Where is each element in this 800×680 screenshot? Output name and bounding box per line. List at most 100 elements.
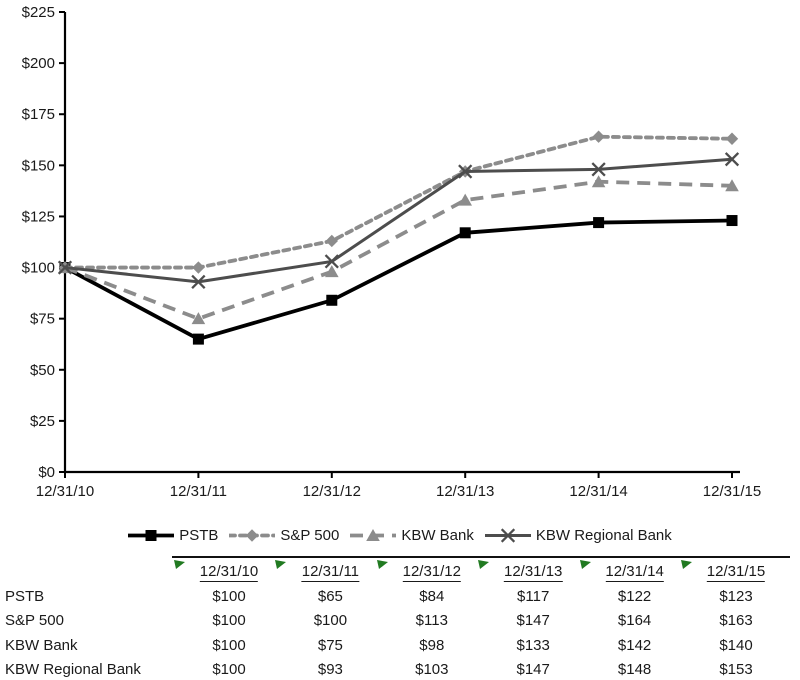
chart-legend: PSTB S&P 500 KBW Bank KBW Regional Bank [0, 524, 800, 546]
legend-swatch-kbw-regional-bank [484, 527, 531, 543]
table-cell: $123 [719, 588, 753, 605]
table-cell: $147 [516, 612, 550, 630]
cell-flag-icon [275, 560, 287, 569]
table-cell: $153 [719, 661, 753, 679]
legend-item-s-p-500: S&P 500 [229, 527, 339, 544]
table-row-label-kbw-regional-bank: KBW Regional Bank [5, 661, 141, 679]
legend-item-kbw-regional-bank: KBW Regional Bank [484, 526, 672, 544]
legend-label: PSTB [179, 526, 219, 544]
table-cell: $117 [517, 588, 550, 605]
table-column-header: 12/31/11 [301, 563, 360, 582]
table-cell: $140 [719, 636, 753, 654]
y-axis-tick-label: $100 [22, 260, 55, 277]
axis-lines [63, 12, 740, 474]
kbw-regional-bank-marker-x [458, 164, 473, 179]
table-cell: $100 [212, 588, 246, 605]
pstb-marker-square [593, 217, 605, 229]
series-line-kbw-regional-bank [64, 157, 733, 284]
table-cell: $100 [212, 612, 246, 630]
cell-flag-icon [579, 560, 591, 569]
x-axis-tick-label: 12/31/10 [36, 483, 94, 500]
series-line-pstb [64, 218, 733, 342]
pstb-marker-square [145, 529, 157, 541]
x-axis-tick-label: 12/31/15 [703, 483, 761, 500]
y-axis-tick-label: $75 [30, 311, 55, 328]
table-cell: $103 [415, 661, 449, 679]
legend-label: KBW Regional Bank [535, 526, 672, 544]
kbw-regional-bank-marker-x [500, 527, 515, 543]
pstb-marker-square [192, 333, 204, 345]
table-cell: $122 [617, 588, 652, 605]
kbw-bank-marker-triangle [725, 179, 739, 192]
table-column-header: 12/31/14 [605, 563, 664, 582]
y-axis-tick-label: $25 [30, 413, 55, 430]
table-cell: $93 [317, 661, 343, 679]
pstb-marker-square [726, 215, 738, 227]
pstb-marker-square [459, 227, 471, 239]
x-axis-tick-label: 12/31/12 [303, 483, 361, 500]
x-axis-tick-label: 12/31/11 [170, 483, 227, 500]
legend-swatch-s-p-500 [229, 528, 276, 542]
flag-triangle [275, 560, 287, 569]
s-p-500-marker-diamond [592, 130, 605, 143]
table-cell: $100 [313, 612, 348, 630]
cell-flag-icon [478, 560, 490, 569]
x-axis-tick-label: 12/31/14 [569, 483, 627, 500]
kbw-regional-bank-marker-x [57, 260, 73, 275]
kbw-regional-bank-marker-x [191, 274, 206, 289]
y-axis-tick-label: $0 [38, 464, 55, 481]
table-cell: $164 [617, 612, 652, 630]
table-cell: $100 [212, 636, 246, 654]
legend-item-pstb: PSTB [128, 527, 218, 544]
table-cell: $163 [719, 612, 753, 630]
y-axis-tick-label: $125 [22, 208, 55, 225]
performance-table: 12/31/10 12/31/11 12/31/12 12/31/13 12/31/14… [0, 550, 800, 680]
y-axis-tick-label: $50 [30, 362, 55, 379]
s-p-500-marker-diamond [192, 261, 205, 274]
kbw-bank-marker-triangle [366, 528, 381, 541]
table-cell: $148 [617, 661, 652, 679]
y-axis-tick-label: $175 [22, 106, 55, 123]
legend-label: KBW Bank [401, 526, 474, 544]
legend-swatch-kbw-bank [350, 528, 397, 541]
kbw-bank-marker-triangle [325, 265, 339, 278]
cell-flag-icon [174, 560, 185, 569]
table-cell: $65 [317, 588, 343, 605]
s-p-500-marker-diamond [725, 132, 739, 145]
table-row-label-kbw-bank: KBW Bank [5, 636, 78, 654]
performance-line-chart: $0 $25 $50 $75 $100 $125 $150 $175 $200 $225 12/31… [22, 4, 762, 500]
flag-triangle [579, 560, 591, 569]
table-cell: $113 [415, 612, 448, 630]
table-column-header: 12/31/12 [402, 563, 461, 582]
y-axis-tick-label: $225 [22, 4, 55, 21]
table-column-header: 12/31/15 [706, 563, 766, 582]
kbw-regional-bank-marker-x [724, 152, 740, 167]
table-top-border [172, 556, 790, 558]
series-line-s-p-500 [63, 134, 734, 270]
table-cell: $84 [419, 588, 445, 605]
cell-flag-icon [681, 560, 692, 569]
pstb-marker-square [326, 294, 338, 306]
s-p-500-marker-diamond [325, 234, 338, 248]
legend-item-kbw-bank: KBW Bank [350, 527, 474, 544]
table-row-label-pstb: PSTB [5, 588, 45, 605]
x-axis-tick-label: 12/31/13 [436, 483, 494, 500]
y-axis-tick-label: $150 [22, 157, 55, 174]
flag-triangle [376, 560, 388, 569]
series-line-kbw-bank [64, 179, 733, 321]
kbw-bank-marker-triangle [591, 175, 606, 188]
table-cell: $98 [419, 636, 445, 654]
flag-triangle [478, 560, 490, 569]
kbw-regional-bank-marker-x [324, 254, 339, 269]
kbw-bank-marker-triangle [458, 193, 472, 206]
table-row-label-s-p-500: S&P 500 [5, 612, 64, 630]
kbw-regional-bank-marker-x [591, 162, 606, 177]
table-cell: $147 [516, 661, 550, 679]
flag-triangle [681, 560, 692, 569]
y-axis-tick-label: $200 [22, 55, 55, 72]
cell-flag-icon [376, 560, 388, 569]
table-column-header: 12/31/13 [503, 563, 563, 582]
table-cell: $100 [212, 661, 246, 679]
table-cell: $75 [317, 636, 343, 654]
